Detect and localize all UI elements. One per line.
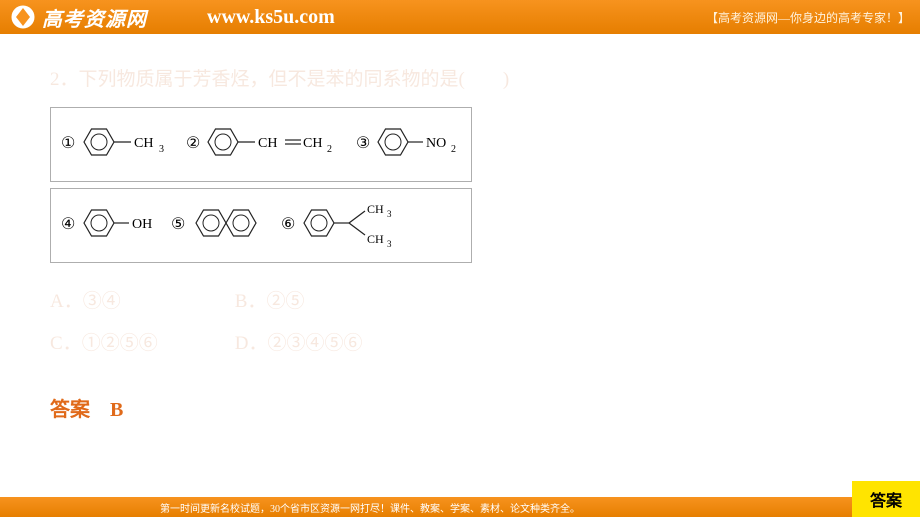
answer: 答案 B bbox=[50, 393, 870, 422]
option-b: B．②⑤ bbox=[235, 283, 415, 321]
molecules-svg-1: ① CH 3 ② CH CH 2 bbox=[61, 114, 461, 170]
svg-text:2: 2 bbox=[327, 144, 332, 155]
option-a-text: ③④ bbox=[83, 291, 121, 312]
header-url: www.ks5u.com bbox=[207, 6, 335, 29]
question-text: 下列物质属于芳香烃，但不是苯的同系物的是( ) bbox=[79, 69, 510, 90]
option-b-text: ②⑤ bbox=[266, 291, 304, 312]
svg-text:CH: CH bbox=[134, 136, 153, 151]
brand-text: 高考资源网 bbox=[42, 3, 147, 32]
svg-text:2: 2 bbox=[451, 144, 456, 155]
footer: 高考资源网 第一时间更新名校试题，30个省市区资源一网打尽！课件、教案、学案、素… bbox=[0, 487, 920, 517]
option-c-text: ①②⑤⑥ bbox=[82, 333, 158, 354]
answer-label: 答案 bbox=[50, 399, 90, 421]
option-d: D．②③④⑤⑥ bbox=[235, 325, 415, 363]
svg-text:④: ④ bbox=[61, 216, 75, 233]
option-d-text: ②③④⑤⑥ bbox=[267, 333, 362, 354]
svg-text:3: 3 bbox=[387, 239, 392, 249]
header-tagline: 【高考资源网—你身边的高考专家！】 bbox=[706, 9, 910, 26]
footer-bar: 第一时间更新名校试题，30个省市区资源一网打尽！课件、教案、学案、素材、论文种类… bbox=[0, 497, 920, 517]
svg-text:OH: OH bbox=[132, 217, 152, 232]
svg-text:②: ② bbox=[186, 135, 200, 152]
svg-text:③: ③ bbox=[356, 135, 370, 152]
molecule-box: ① CH 3 ② CH CH 2 bbox=[50, 107, 472, 182]
svg-text:CH: CH bbox=[258, 136, 277, 151]
svg-text:CH: CH bbox=[303, 136, 322, 151]
question-number: 2． bbox=[50, 69, 79, 90]
logo-icon bbox=[10, 4, 36, 30]
option-c: C．①②⑤⑥ bbox=[50, 325, 230, 363]
molecules-svg-2: ④ OH ⑤ ⑥ bbox=[61, 195, 461, 251]
svg-text:⑥: ⑥ bbox=[281, 216, 295, 233]
molecule-box: ④ OH ⑤ ⑥ bbox=[50, 188, 472, 263]
svg-text:CH: CH bbox=[367, 232, 384, 246]
brand-logo: 高考资源网 bbox=[10, 3, 147, 32]
question-stem: 2．下列物质属于芳香烃，但不是苯的同系物的是( ) bbox=[50, 64, 870, 91]
svg-text:⑤: ⑤ bbox=[171, 216, 185, 233]
svg-text:CH: CH bbox=[367, 202, 384, 216]
options: A．③④ B．②⑤ C．①②⑤⑥ D．②③④⑤⑥ bbox=[50, 283, 870, 363]
answer-value: B bbox=[110, 399, 123, 421]
answer-button[interactable]: 答案 bbox=[852, 481, 920, 517]
svg-text:①: ① bbox=[61, 135, 75, 152]
footer-text: 第一时间更新名校试题，30个省市区资源一网打尽！课件、教案、学案、素材、论文种类… bbox=[160, 500, 580, 515]
molecule-row-2: ④ OH ⑤ ⑥ bbox=[50, 188, 870, 263]
content: 2．下列物质属于芳香烃，但不是苯的同系物的是( ) ① CH 3 ② bbox=[0, 34, 920, 422]
svg-text:NO: NO bbox=[426, 136, 446, 151]
option-line: A．③④ B．②⑤ bbox=[50, 283, 870, 321]
header-bar: 高考资源网 www.ks5u.com 【高考资源网—你身边的高考专家！】 bbox=[0, 0, 920, 34]
option-a: A．③④ bbox=[50, 283, 230, 321]
molecule-row-1: ① CH 3 ② CH CH 2 bbox=[50, 107, 870, 182]
option-line: C．①②⑤⑥ D．②③④⑤⑥ bbox=[50, 325, 870, 363]
svg-text:3: 3 bbox=[387, 209, 392, 219]
svg-text:3: 3 bbox=[159, 144, 164, 155]
